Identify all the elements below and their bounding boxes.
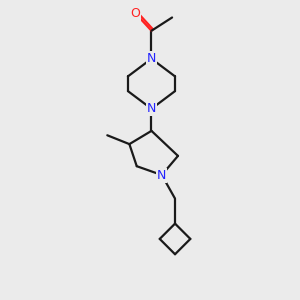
Text: O: O bbox=[130, 7, 140, 20]
Text: N: N bbox=[147, 102, 156, 115]
Text: N: N bbox=[147, 52, 156, 65]
Text: N: N bbox=[157, 169, 167, 182]
